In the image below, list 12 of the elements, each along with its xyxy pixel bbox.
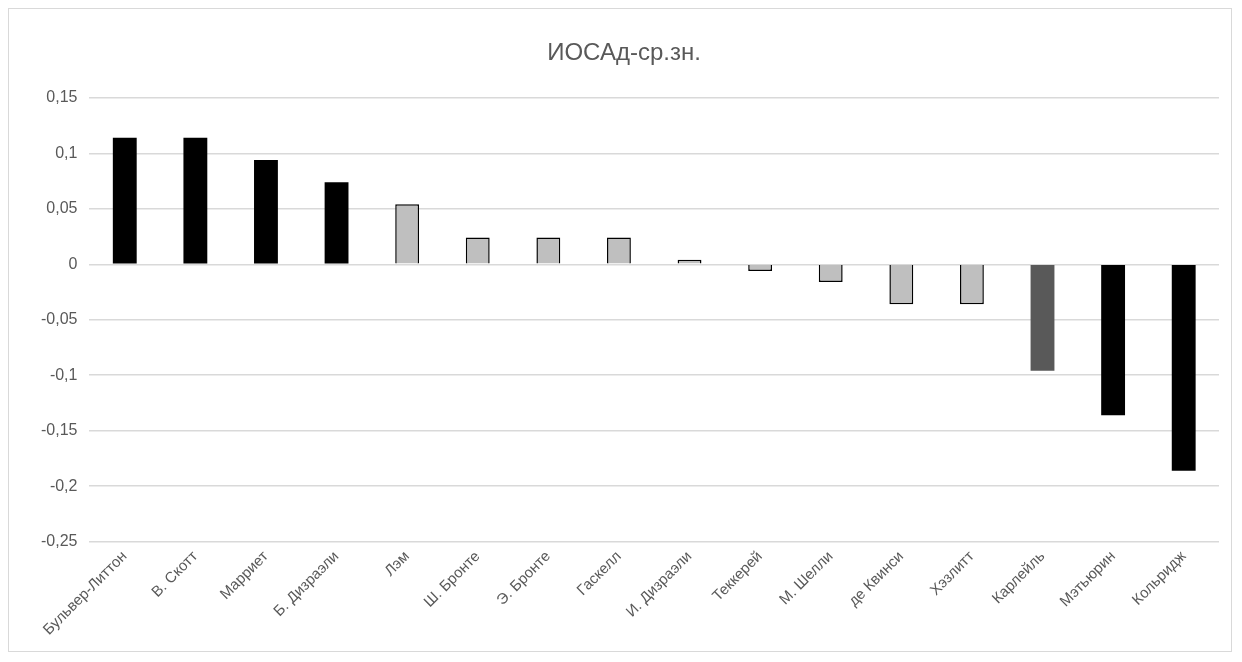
y-tick-label: 0,05 xyxy=(46,199,78,217)
bar xyxy=(254,159,278,264)
y-tick-label: 0,15 xyxy=(46,88,78,106)
y-tick-label: -0,05 xyxy=(41,310,78,328)
x-tick-label: Лэм xyxy=(380,547,413,579)
y-tick-label: 0,1 xyxy=(55,143,78,161)
y-tick-label: 0 xyxy=(68,254,78,272)
chart-title: ИОСАд-ср.зн. xyxy=(547,38,701,66)
y-tick-label: -0,2 xyxy=(49,476,78,494)
y-tick-label: -0,25 xyxy=(41,532,78,550)
y-tick-label: -0,15 xyxy=(41,421,78,439)
y-tick-label: -0,1 xyxy=(49,365,78,383)
